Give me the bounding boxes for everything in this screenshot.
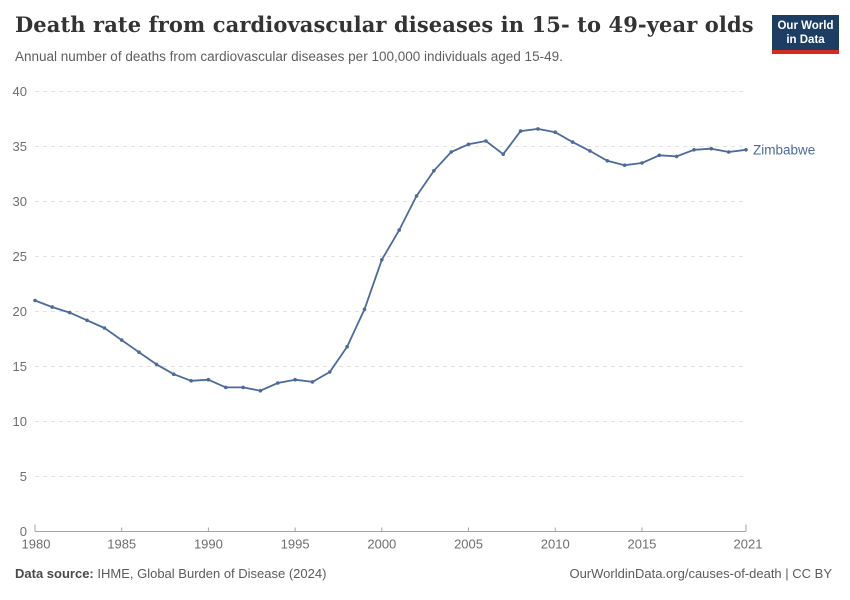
data-point-marker (67, 310, 72, 315)
data-point-marker (328, 370, 332, 374)
y-axis-tick-label: 25 (13, 249, 27, 264)
data-source-label: Data source: (15, 566, 94, 581)
x-axis-tick-label: 1995 (281, 537, 310, 552)
data-source: Data source: IHME, Global Burden of Dise… (15, 566, 326, 581)
data-point-marker (293, 377, 297, 382)
y-axis-tick-label: 20 (13, 304, 27, 319)
data-point-marker (536, 127, 540, 131)
data-point-marker (310, 380, 315, 384)
data-point-marker (241, 385, 245, 390)
y-axis-tick-label: 35 (13, 139, 27, 154)
y-axis-tick-label: 5 (20, 469, 27, 484)
data-point-marker (85, 318, 89, 323)
y-axis-tick-label: 0 (20, 524, 27, 539)
x-axis-tick-label: 2015 (627, 537, 656, 552)
owid-logo-line1: Our World (777, 20, 834, 32)
data-point-marker (50, 305, 55, 309)
data-point-marker (258, 388, 263, 393)
y-axis-tick-label: 10 (13, 414, 27, 429)
y-axis-tick-label: 15 (13, 359, 27, 374)
data-point-marker (206, 377, 211, 382)
x-axis-tick-label: 2010 (541, 537, 570, 552)
data-point-marker (171, 372, 176, 377)
x-axis-tick-label: 1985 (107, 537, 136, 552)
data-point-marker (466, 142, 471, 147)
x-axis-tick-label: 2021 (734, 537, 763, 552)
data-point-marker (224, 385, 228, 390)
chart-footer: Data source: IHME, Global Burden of Dise… (15, 566, 832, 581)
data-point-marker (605, 159, 610, 163)
data-point-marker (345, 344, 349, 349)
credit-link[interactable]: OurWorldinData.org/causes-of-death | CC … (569, 566, 832, 581)
y-axis-tick-label: 40 (13, 84, 27, 99)
data-point-marker (622, 163, 627, 167)
data-point-marker (432, 168, 436, 173)
data-point-marker (553, 130, 557, 134)
data-point-marker (414, 194, 419, 198)
data-point-marker (449, 150, 454, 154)
data-point-marker (119, 338, 124, 342)
data-point-marker (588, 149, 592, 153)
data-point-marker (154, 362, 159, 367)
line-chart-canvas: 0 5 10 15 20 25 30 35 40 1980 1985 1990 1995 2000 2005… (13, 84, 816, 552)
data-point-marker (189, 379, 193, 383)
series-label-zimbabwe: Zimbabwe (753, 142, 815, 157)
data-point-marker (33, 298, 37, 303)
data-point-marker (501, 152, 506, 156)
data-point-marker (518, 129, 523, 133)
data-source-value: IHME, Global Burden of Disease (2024) (97, 566, 327, 581)
chart-subtitle: Annual number of deaths from cardiovascu… (15, 49, 563, 64)
data-point-marker (362, 307, 367, 312)
data-point-marker (397, 228, 402, 232)
data-point-marker (102, 326, 107, 330)
x-axis-tick-label: 2005 (454, 537, 483, 552)
data-point-marker (276, 381, 280, 385)
x-axis-tick-label: 1980 (22, 537, 51, 552)
data-point-marker (657, 153, 662, 158)
page-title: Death rate from cardiovascular diseases … (15, 12, 754, 37)
y-axis-tick-label: 30 (13, 194, 27, 209)
data-point-marker (570, 140, 575, 144)
owid-logo-line2: in Data (786, 34, 825, 47)
zimbabwe-line (34, 128, 747, 392)
data-point-marker (744, 148, 748, 152)
data-point-marker (484, 139, 488, 143)
data-point-marker (726, 150, 731, 154)
data-point-marker (692, 148, 696, 152)
owid-logo: Our World in Data (772, 15, 839, 55)
data-point-marker (709, 146, 714, 151)
data-point-marker (137, 350, 141, 355)
data-point-marker (380, 258, 384, 262)
data-point-marker (674, 154, 679, 159)
data-point-marker (640, 161, 644, 165)
x-axis-tick-label: 2000 (367, 537, 396, 552)
x-axis-tick-label: 1990 (194, 537, 223, 552)
